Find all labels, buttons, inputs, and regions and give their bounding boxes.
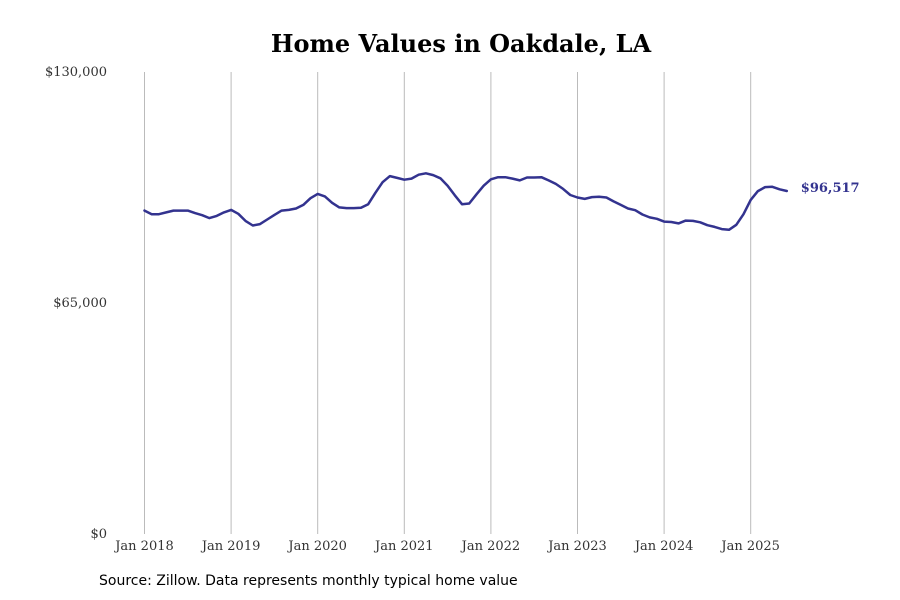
last-value-label: $96,517 [801, 181, 860, 196]
y-tick-label: $0 [90, 527, 107, 542]
x-axis-ticks: Jan 2018 Jan 2019 Jan 2020 Jan 2021 Jan 2022… [113, 539, 780, 554]
x-tick-label: Jan 2019 [200, 539, 261, 554]
x-tick-label: Jan 2024 [633, 539, 694, 554]
x-tick-label: Jan 2023 [546, 539, 607, 554]
x-tick-label: Jan 2022 [460, 539, 521, 554]
chart-title: Home Values in Oakdale, LA [271, 29, 652, 58]
x-tick-label: Jan 2018 [113, 539, 174, 554]
source-note: Source: Zillow. Data represents monthly … [99, 573, 518, 589]
y-tick-label: $65,000 [53, 296, 107, 311]
x-tick-label: Jan 2021 [373, 539, 434, 554]
grid-lines [144, 72, 752, 534]
series-line [143, 172, 789, 232]
x-tick-label: Jan 2020 [286, 539, 347, 554]
y-tick-label: $130,000 [45, 65, 107, 80]
x-tick-label: Jan 2025 [719, 539, 780, 554]
y-axis-ticks: $0 $65,000 $130,000 [45, 65, 107, 542]
